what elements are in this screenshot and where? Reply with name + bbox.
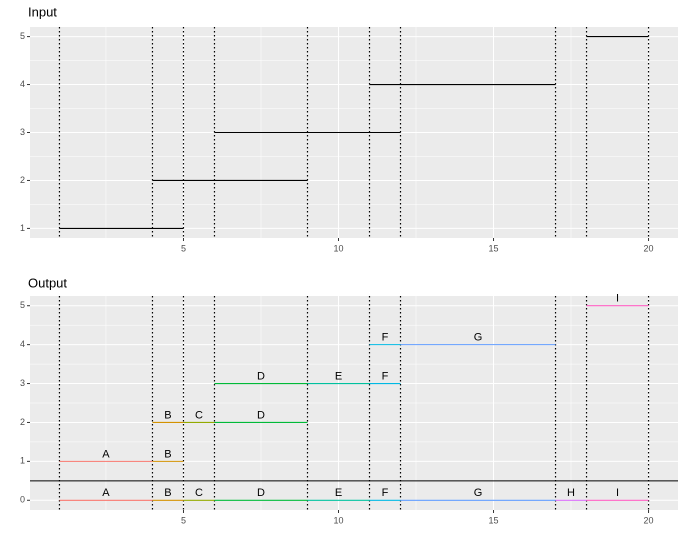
y-tick-label: 1 <box>20 223 25 233</box>
panel-title: Input <box>28 4 57 19</box>
y-tick-label: 4 <box>20 339 25 349</box>
segment-label: F <box>382 332 389 344</box>
panel-title: Output <box>28 275 67 290</box>
segment-label: F <box>382 487 389 499</box>
segment-label: B <box>164 409 171 421</box>
segment-label: I <box>616 487 619 499</box>
x-tick-label: 20 <box>644 243 654 253</box>
y-tick-label: 4 <box>20 79 25 89</box>
segment-label: D <box>257 370 265 382</box>
segment-label: D <box>257 409 265 421</box>
segment-label: B <box>164 448 171 460</box>
x-tick-label: 5 <box>181 515 186 525</box>
y-tick-label: 2 <box>20 417 25 427</box>
x-tick-label: 10 <box>333 515 343 525</box>
segment-label: F <box>382 370 389 382</box>
x-tick-label: 15 <box>489 515 499 525</box>
segment-label: E <box>335 487 342 499</box>
x-tick-label: 15 <box>489 243 499 253</box>
x-tick-label: 5 <box>181 243 186 253</box>
segment-label: I <box>616 293 619 305</box>
segment-label: C <box>195 409 203 421</box>
x-tick-label: 10 <box>333 243 343 253</box>
segment-label: D <box>257 487 265 499</box>
y-tick-label: 3 <box>20 127 25 137</box>
segment-label: A <box>102 448 110 460</box>
y-tick-label: 0 <box>20 495 25 505</box>
y-tick-label: 5 <box>20 31 25 41</box>
segment-label: C <box>195 487 203 499</box>
segment-label: G <box>474 487 483 499</box>
x-tick-label: 20 <box>644 515 654 525</box>
segment-label: G <box>474 332 483 344</box>
segment-label: E <box>335 370 342 382</box>
y-tick-label: 2 <box>20 175 25 185</box>
y-tick-label: 3 <box>20 378 25 388</box>
segment-label: H <box>567 487 575 499</box>
segment-label: B <box>164 487 171 499</box>
y-tick-label: 5 <box>20 300 25 310</box>
y-tick-label: 1 <box>20 456 25 466</box>
segment-label: A <box>102 487 110 499</box>
